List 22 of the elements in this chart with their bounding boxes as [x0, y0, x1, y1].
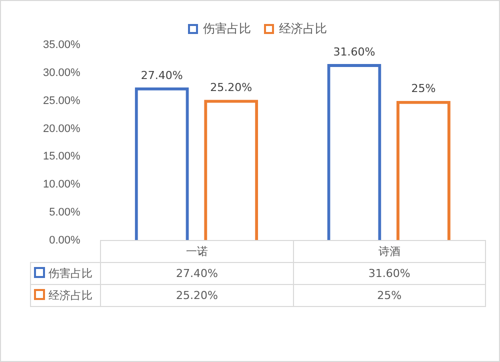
text: 31.60%: [333, 45, 376, 58]
text: 25%: [411, 82, 436, 96]
data-label: 27.40%: [100, 262, 294, 285]
y-tick-label: 5.00%: [49, 206, 81, 219]
y-tick-label: 20.00%: [42, 122, 81, 135]
y-tick-label: 25.00%: [42, 94, 81, 107]
legend-label: 伤害占比: [203, 21, 251, 36]
y-tick-label: 35.00%: [42, 39, 81, 52]
data-label: 25.20%: [100, 284, 294, 307]
data-label: 25%: [293, 284, 486, 307]
y-tick-label: 30.00%: [42, 66, 81, 79]
x-tick-label: 诗酒: [293, 240, 486, 263]
legend-label: 经济占比: [279, 21, 327, 36]
y-tick-label: 0.00%: [49, 234, 81, 246]
text: 27.40%: [140, 68, 183, 82]
y-tick-label: 15.00%: [42, 150, 81, 163]
text: 经济占比: [48, 289, 92, 302]
text: 25.20%: [210, 81, 252, 94]
y-tick-label: 10.00%: [42, 178, 81, 191]
x-tick-label: 一诺: [100, 240, 294, 263]
text: 伤害占比: [48, 267, 92, 280]
data-label: 31.60%: [293, 262, 486, 285]
